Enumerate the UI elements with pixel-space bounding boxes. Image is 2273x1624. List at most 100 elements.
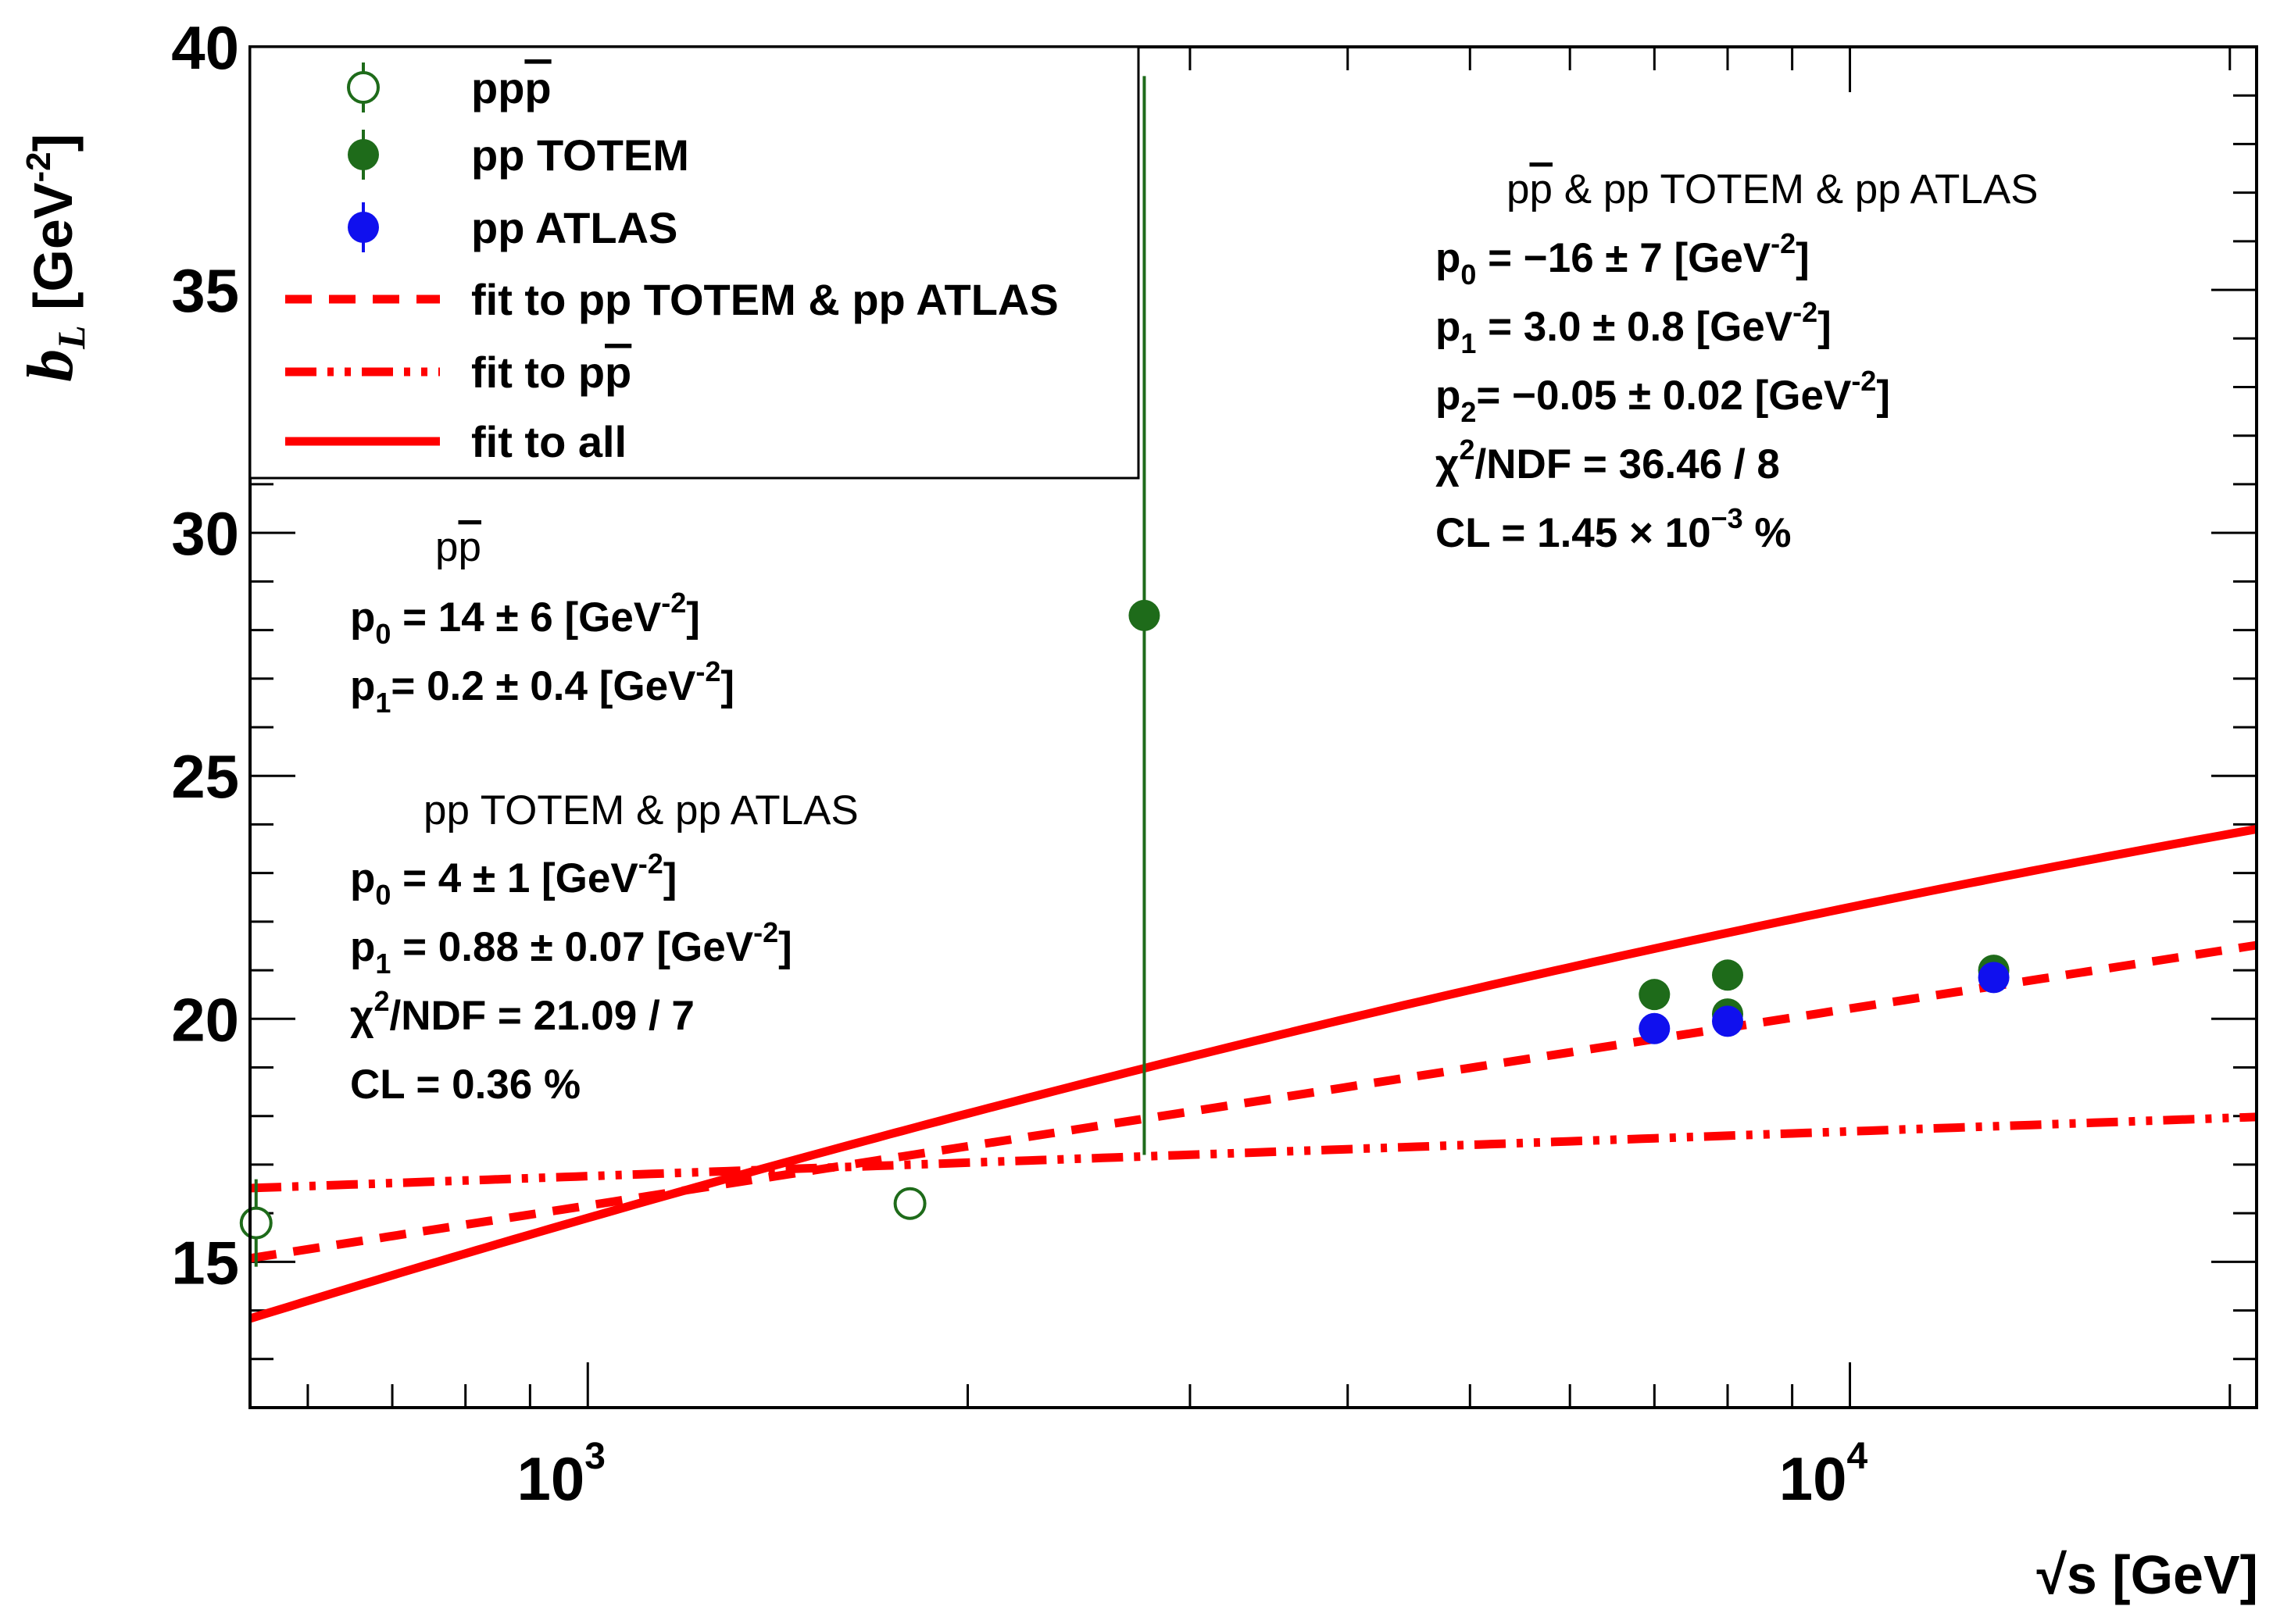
annotation-a: CL = 0.36 % [350,1062,581,1108]
y-tick-label: 40 [171,13,239,82]
annotation-b: = −0.05 ± 0.02 [GeV [1476,373,1851,419]
y-tick-label: 15 [171,1228,239,1297]
data-point [1639,979,1671,1011]
x-axis-title-text: √s [GeV] [2037,1544,2259,1605]
x-tick-label-exp: 3 [584,1436,606,1477]
label-pre: p [1506,166,1529,212]
plot-frame [248,45,2258,1409]
annotation-sub: 1 [375,687,391,719]
annotation-a: p [1435,235,1460,281]
annotation-c: ] [686,594,700,641]
annotation-c: ] [1817,304,1832,350]
data-point [1711,1005,1743,1037]
label-text: fit to pp TOTEM & pp ATLAS [471,275,1059,324]
legend-texts: ppp pp TOTEM pp ATLAS fit to pp TOTEM & pp … [471,63,1059,466]
data-point [1639,1012,1671,1044]
annotation-a: CL = 1.45 × 10 [1435,510,1711,556]
annotation-c: % [1743,510,1792,556]
annotation-line: p0​ = 4 ± 1 [GeV-2​] [350,848,677,911]
x-tick-label: 104 [1779,1436,1868,1513]
annotation-sup: -2 [753,916,778,948]
data-point [1711,959,1743,991]
annotation-line: CL = 1.45 × 10−3​ % [1435,502,1792,556]
label-text: ppp [471,63,552,112]
fit-line [248,824,2257,1323]
label-pre: pp ATLAS [471,203,677,252]
annotation-c: ] [778,924,792,970]
annotation-sub: 0 [375,879,391,911]
label-pre: pp [471,63,524,112]
label-text: pp ATLAS [471,203,677,252]
data-point-open [893,1187,927,1220]
x-tick-label-base: 10 [1779,1444,1847,1513]
fit-line [249,1112,2257,1193]
label-text: fit to pp [471,348,631,397]
annotation-a: χ [1435,441,1460,487]
y-tick-label: 20 [171,985,239,1054]
label-overbar: p [458,524,481,570]
annotation-a: χ [350,993,374,1039]
annotation-a: p [1435,304,1460,350]
annotation-line: χ2​/NDF = 36.46 / 8 [1435,434,1780,487]
annotation-c: ] [720,663,734,709]
label-text: pp TOTEM [471,130,689,180]
annotation-line: p1​ = 3.0 ± 0.8 [GeV-2​] [1435,296,1832,359]
annotation-sup: -2 [1771,227,1796,259]
annotation-line: χ2​/NDF = 21.09 / 7 [350,985,695,1039]
y-axis-title-unit: [GeV [23,182,84,325]
y-tick-label: 35 [171,256,239,325]
data-point [1128,599,1160,631]
annotation-b: = 0.2 ± 0.4 [GeV [391,663,695,709]
annotation-b: = 14 ± 6 [GeV [391,594,661,641]
annotation-b: = −16 ± 7 [GeV [1476,235,1771,281]
label-pre: pp TOTEM [471,130,689,180]
annotation-sub: 0 [375,618,391,650]
annotation-c: ] [663,855,677,901]
x-tick-label-exp: 4 [1847,1436,1868,1477]
label-text: fit to all [471,417,627,466]
y-axis-title-text: bL [GeV-2] [14,134,93,382]
annotation-a: p [350,924,375,970]
legend-marker [348,212,379,243]
annotation-sup: -2 [661,587,686,619]
fit-lines [248,824,2257,1323]
annotation-sup: -2 [1792,296,1817,328]
y-axis-title-exp: -2 [20,152,58,182]
annotation-line: p0​ = 14 ± 6 [GeV-2​] [350,587,700,650]
y-axis-title-b: b [14,349,87,382]
y-axis-title-sub: L [49,325,93,350]
annotation-a: p [350,594,375,641]
label-pre: pp TOTEM & pp ATLAS [424,787,859,833]
annotation-sub: 2 [1460,396,1476,428]
y-axis-title: bL [GeV-2] [14,134,93,382]
x-axis-title: √s [GeV] [2037,1544,2259,1605]
annotation-sup: -2 [1851,365,1876,397]
annotation-a: p [350,663,375,709]
label-pre: fit to all [471,417,627,466]
y-tick-label: 25 [171,742,239,811]
annotation-a: p [1435,373,1460,419]
legend-marker [348,139,379,170]
data-point [1978,962,2010,994]
annotation-c: ] [1876,373,1890,419]
legend: ppp pp TOTEM pp ATLAS fit to pp TOTEM & pp … [248,45,1140,480]
annotation-line: p1​ = 0.88 ± 0.07 [GeV-2​] [350,916,792,980]
legend-box [248,45,1140,480]
annotation-sup: -2 [695,655,720,687]
label-pre: fit to p [471,348,605,397]
legend-marker-open [347,71,380,104]
x-tick-label-base: 10 [517,1444,585,1513]
annotation-sup: -2 [638,848,663,880]
annotation-sup1: 2 [374,985,390,1017]
y-axis-title-close: ] [23,134,84,152]
annotation-line: p1​= 0.2 ± 0.4 [GeV-2​] [350,655,734,719]
fit-line [249,940,2257,1263]
annotation-b: = 3.0 ± 0.8 [GeV [1476,304,1792,350]
label-text: pp [435,524,481,570]
x-tick-label: 103 [517,1436,606,1513]
